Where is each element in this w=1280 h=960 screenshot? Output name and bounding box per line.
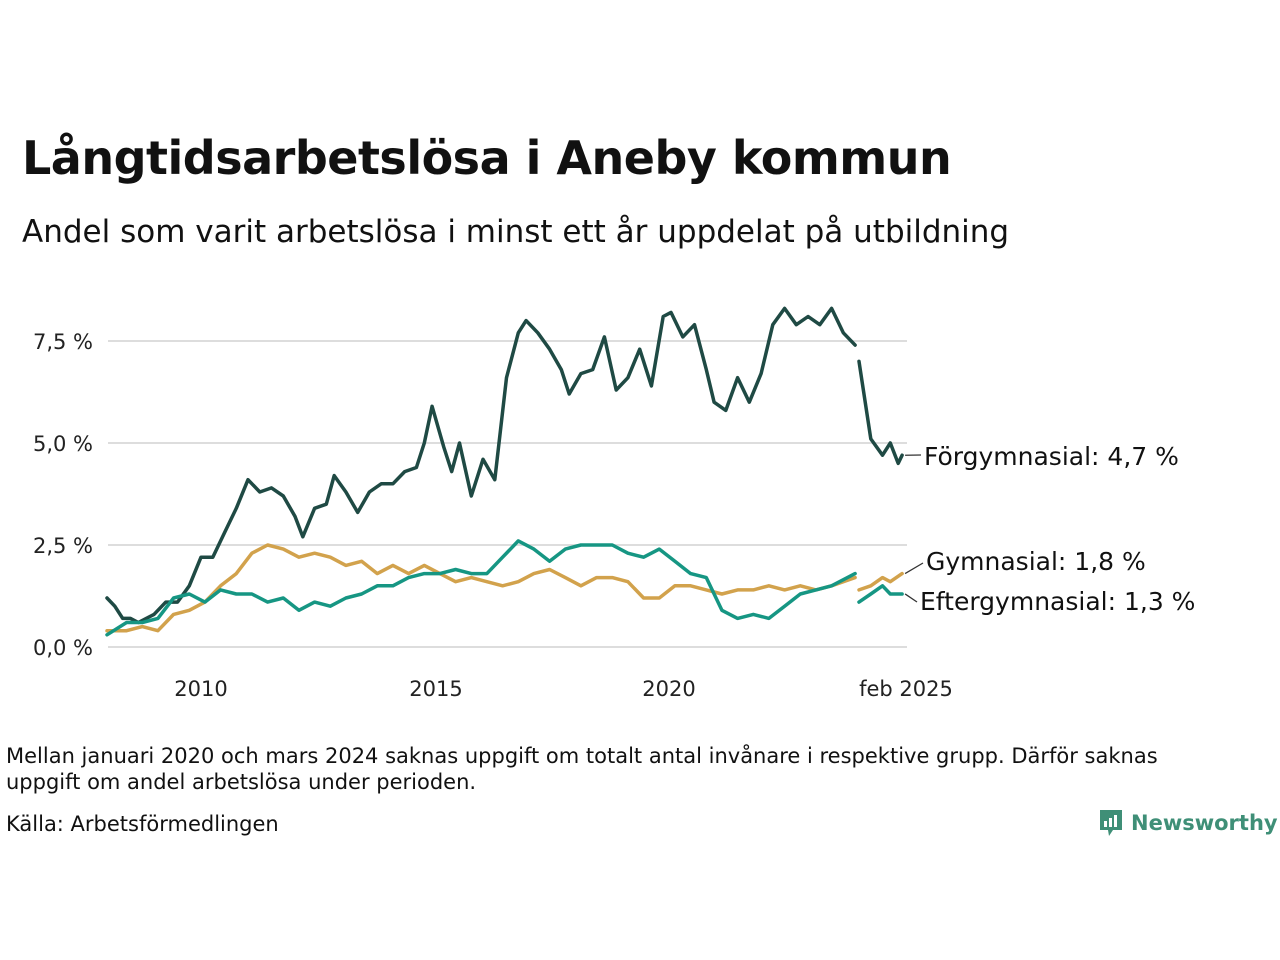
line-chart: 0,0 % 2,5 % 5,0 % 7,5 % 2010 2015 2020 feb 2025…: [33, 306, 1195, 701]
x-tick-label: 2020: [642, 677, 695, 701]
end-label-connector: [904, 562, 924, 575]
end-label-gymnasial: Gymnasial: 1,8 %: [926, 547, 1146, 576]
footnote: Mellan januari 2020 och mars 2024 saknas…: [6, 744, 1158, 794]
series-line-eftergymnasial: [857, 584, 904, 604]
brand-name: Newsworthy: [1131, 811, 1278, 835]
series-line-eftergymnasial: [105, 539, 857, 637]
y-tick-label: 2,5 %: [33, 534, 93, 558]
y-tick-label: 5,0 %: [33, 432, 93, 456]
x-tick-label: 2015: [409, 677, 462, 701]
source-text: Källa: Arbetsförmedlingen: [6, 812, 279, 836]
end-label-eftergymnasial: Eftergymnasial: 1,3 %: [920, 587, 1195, 616]
newsworthy-logo[interactable]: Newsworthy: [1098, 808, 1278, 838]
end-label-connector: [904, 593, 918, 603]
x-tick-label: 2010: [174, 677, 227, 701]
x-tick-label: feb 2025: [859, 677, 953, 701]
chart-subtitle: Andel som varit arbetslösa i minst ett å…: [22, 214, 1010, 250]
end-label-f-rgymnasial: Förgymnasial: 4,7 %: [924, 442, 1179, 471]
series-line-f-rgymnasial: [105, 306, 857, 625]
series-line-f-rgymnasial: [857, 359, 904, 466]
series-line-gymnasial: [857, 571, 904, 592]
chart-title: Långtidsarbetslösa i Aneby kommun: [22, 131, 952, 185]
series-line-gymnasial: [105, 543, 857, 633]
newsworthy-icon: [1100, 810, 1122, 836]
y-tick-label: 7,5 %: [33, 330, 93, 354]
y-tick-label: 0,0 %: [33, 636, 93, 660]
